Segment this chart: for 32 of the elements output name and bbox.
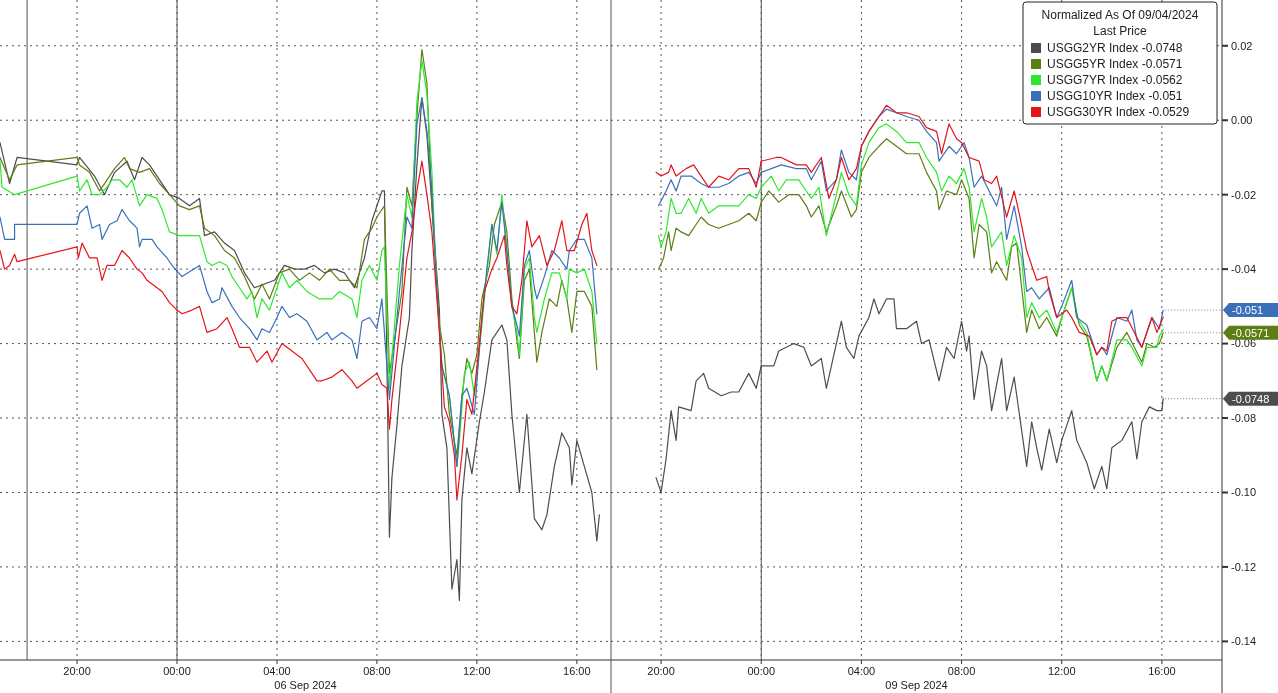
legend-label: USGG10YR Index -0.051 [1047,89,1183,103]
legend-title: Normalized As Of 09/04/2024 Last Price [1041,8,1199,38]
x-tick-label: 12:00 [463,665,491,677]
text: 09 Sep 2024 [885,679,948,691]
x-tick-label: 12:00 [1047,665,1076,677]
y-tick-label: -0.12 [1231,560,1257,573]
y-tick-label: -0.02 [1231,188,1257,201]
legend-label: USGG2YR Index -0.0748 [1047,41,1183,55]
x-tick-label: 04:00 [847,665,876,677]
x-tick-label: 04:00 [263,665,291,677]
x-tick-label: 08:00 [363,665,391,677]
y-tick-label: -0.10 [1231,486,1257,499]
x-tick-label: 20:00 [647,665,675,677]
x-tick-label: 00:00 [163,665,191,677]
x-tick-label: 08:00 [947,665,976,677]
y-tick-label: -0.04 [1231,262,1257,275]
annotation: -0.0571 [1232,326,1270,339]
x-tick-label: 16:00 [1148,665,1176,677]
annotation: -0.051 [1232,303,1264,316]
annotation: -0.0748 [1232,392,1270,405]
legend-label: USGG30YR Index -0.0529 [1047,105,1190,119]
y-tick-label: -0.06 [1231,337,1257,350]
legend-label: USGG5YR Index -0.0571 [1047,57,1183,71]
x-tick-label: 00:00 [747,665,776,677]
x-tick-label: 16:00 [563,665,591,677]
y-tick-label: 0.02 [1231,39,1253,52]
y-tick-label: -0.14 [1231,635,1257,648]
y-tick-label: 0.00 [1231,114,1253,127]
y-tick-label: -0.08 [1231,411,1257,424]
x-tick-label: 20:00 [63,665,91,677]
legend-label: USGG7YR Index -0.0562 [1047,73,1183,87]
text: 06 Sep 2024 [274,679,337,691]
